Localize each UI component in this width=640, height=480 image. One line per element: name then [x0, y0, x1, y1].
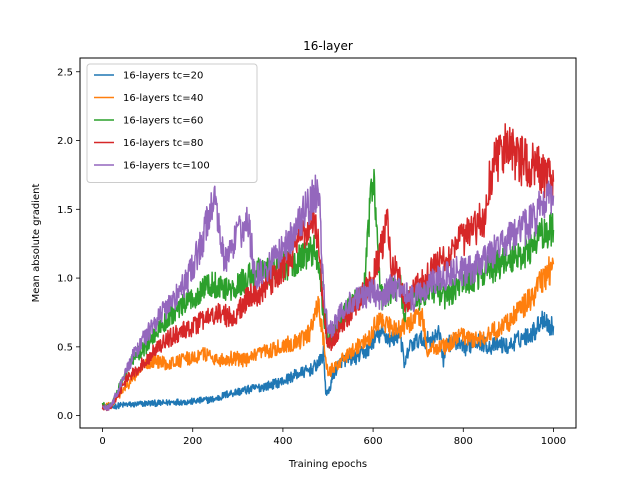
legend: 16-layers tc=20 16-layers tc=40 16-layers …	[86, 63, 258, 183]
legend-label-4: 16-layers tc=80	[123, 138, 203, 149]
legend-label-3: 16-layers tc=60	[123, 116, 203, 127]
y-axis: 0.0 0.5 1.0 1.5 2.0 2.5	[57, 67, 80, 422]
plot-frame	[79, 57, 577, 429]
legend-label-2: 16-layers tc=40	[123, 93, 203, 104]
series-line-5	[101, 174, 555, 412]
x-tick-label: 0	[99, 436, 105, 447]
y-tick-label: 0.0	[57, 411, 73, 422]
chart-title: 16-layer	[303, 39, 353, 53]
y-tick-label: 2.0	[57, 136, 73, 147]
series-line-4	[101, 123, 555, 412]
y-tick-label: 2.5	[57, 67, 73, 78]
legend-label-5: 16-layers tc=100	[123, 161, 210, 172]
legend-label-1: 16-layers tc=20	[123, 71, 203, 82]
series-layer	[101, 123, 555, 412]
x-axis: 0 200 400 600 800 1000	[99, 428, 566, 447]
x-tick-label: 200	[183, 436, 202, 447]
series-line-2	[101, 256, 555, 409]
x-axis-label: Training epochs	[288, 459, 367, 470]
y-axis-label: Mean absolute gradient	[31, 184, 42, 303]
legend-box	[86, 63, 258, 183]
x-tick-label: 800	[454, 436, 473, 447]
x-tick-label: 1000	[541, 436, 566, 447]
y-tick-label: 1.5	[57, 205, 73, 216]
x-tick-label: 400	[273, 436, 292, 447]
x-tick-label: 600	[364, 436, 383, 447]
y-tick-label: 1.0	[57, 274, 73, 285]
y-tick-label: 0.5	[57, 342, 73, 353]
